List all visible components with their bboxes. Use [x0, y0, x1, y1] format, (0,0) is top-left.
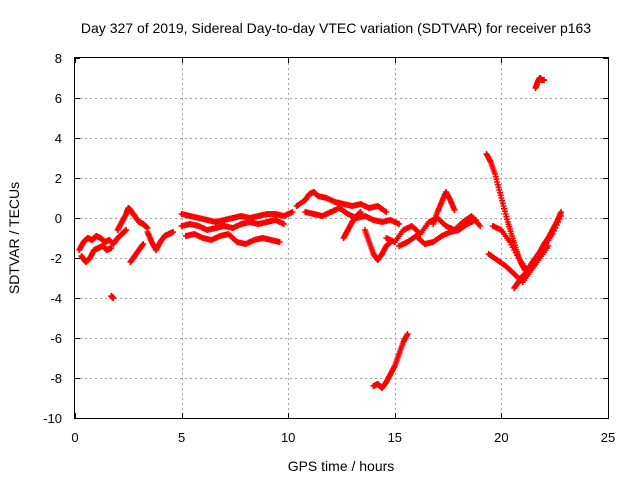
data-point [170, 229, 177, 235]
series-dip-14 [361, 227, 394, 263]
y-tick-label: -10 [43, 411, 62, 426]
grid-lines [75, 58, 608, 418]
data-point [289, 209, 296, 215]
series-band-5to10-mid [178, 217, 287, 233]
series-dip-13 [340, 209, 364, 241]
series-band-5to10-upper [178, 209, 296, 225]
series-early-rise [114, 205, 151, 233]
data-point [123, 227, 130, 233]
x-tick-label: 25 [601, 430, 615, 445]
y-tick-label: -2 [50, 251, 62, 266]
x-axis-label: GPS time / hours [288, 458, 395, 474]
data-point [404, 331, 411, 337]
plot-frame [74, 57, 609, 419]
series-early-band-b [78, 243, 115, 265]
series-band-19to22-c [511, 209, 565, 291]
series-band-5to10-lower [182, 231, 283, 247]
y-tick-label: 8 [55, 51, 62, 66]
y-tick-label: -8 [50, 371, 62, 386]
data-point [396, 221, 403, 227]
data-point [280, 221, 287, 227]
data-point [110, 295, 117, 301]
data-point [541, 77, 548, 83]
x-tick-label: 0 [71, 430, 78, 445]
y-tick-labels: -10 -8 -6 -4 -2 0 2 4 6 8 [43, 51, 62, 426]
series-band-10to14-lower [302, 205, 403, 227]
series-peak-18 [430, 189, 458, 227]
series-outlier-top [532, 75, 548, 91]
series-descent-9to6 [370, 331, 411, 391]
data-point [477, 223, 484, 229]
y-tick-label: 4 [55, 131, 62, 146]
chart-title: Day 327 of 2019, Sidereal Day-to-day VTE… [81, 20, 591, 36]
y-tick-label: 6 [55, 91, 62, 106]
y-tick-label: -4 [50, 291, 62, 306]
data-point [276, 239, 283, 245]
series-band-10to14-upper [293, 189, 390, 215]
x-tick-labels: 0 5 10 15 20 25 [71, 430, 615, 445]
y-axis-label: SDTVAR / TECUs [6, 182, 22, 294]
y-tick-label: 2 [55, 171, 62, 186]
data-marks [76, 75, 565, 391]
y-tick-label: -6 [50, 331, 62, 346]
data-point [383, 209, 390, 215]
series-early-low [144, 229, 177, 253]
data-point [357, 209, 364, 215]
data-point [140, 241, 147, 247]
series-early-band-a [76, 227, 130, 253]
x-tick-label: 10 [281, 430, 295, 445]
x-tick-label: 20 [494, 430, 508, 445]
data-point [451, 207, 458, 213]
series-isolated [108, 293, 117, 301]
data-point [108, 245, 115, 251]
y-tick-label: 0 [55, 211, 62, 226]
x-tick-label: 5 [178, 430, 185, 445]
series-band-15to19-b [396, 217, 479, 249]
data-point [472, 217, 479, 223]
series-early-dip [127, 241, 147, 265]
data-point [558, 209, 565, 215]
x-tick-label: 15 [388, 430, 402, 445]
